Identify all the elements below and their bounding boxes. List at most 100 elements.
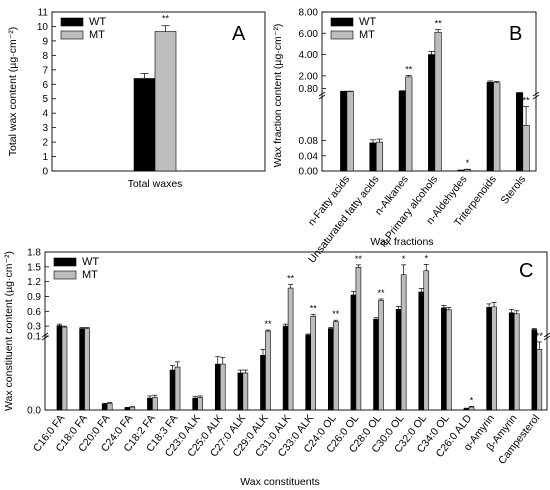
significance-marker: * <box>425 253 429 263</box>
y-tick-label: 0.6 <box>27 307 41 318</box>
y-tick-label: 0.0 <box>27 406 41 417</box>
panel-b-wax-fractions-chart: 0.00 0.04 0.08 0.80 2.00 4.00 6.00 8.00 Wax frac… <box>272 8 540 265</box>
x-axis-label: Wax fractions <box>370 236 433 248</box>
bar-wt <box>147 397 153 411</box>
bar-mt <box>491 306 497 411</box>
panel-a-total-wax-chart: 0 1 2 3 4 5 6 7 8 9 10 11 Total wax content (µg·cm⁻²… <box>7 8 266 190</box>
bar-mt <box>265 330 271 411</box>
y-tick-label: 10 <box>37 22 49 33</box>
y-tick-label: 0.08 <box>299 136 319 147</box>
axis-break-mark <box>532 94 540 100</box>
bar-mt <box>355 267 362 411</box>
axis-break-mark <box>41 332 49 338</box>
bar-mt <box>468 406 475 411</box>
bar-wt <box>282 325 289 411</box>
significance-marker: ** <box>332 309 340 319</box>
bar-mt <box>405 76 413 172</box>
bar-wt <box>340 91 348 172</box>
significance-marker: ** <box>536 331 544 341</box>
bar-wt <box>531 329 538 411</box>
bar-mt <box>434 31 442 172</box>
bar-mt <box>174 366 181 411</box>
bar-mt <box>463 169 471 172</box>
bar-mt <box>346 91 354 172</box>
bar-mt <box>242 372 249 411</box>
bar-mt <box>84 328 90 411</box>
bar-wt <box>486 81 494 172</box>
bar-mt <box>154 31 177 172</box>
axis-break-mark <box>318 94 326 100</box>
bar-wt <box>101 403 108 411</box>
bar-wt <box>56 325 63 411</box>
bar-mt <box>219 363 226 411</box>
bar-wt <box>328 328 334 411</box>
significance-marker: ** <box>355 254 363 264</box>
legend-label-wt: WT <box>359 16 376 28</box>
y-tick-label: 0.04 <box>299 151 319 162</box>
bar-wt <box>350 294 357 411</box>
x-axis-label: Wax constituents <box>240 476 320 488</box>
bar-wt <box>508 312 515 411</box>
significance-marker: ** <box>162 14 170 24</box>
bar-wt <box>79 328 85 411</box>
y-tick-label: 0.1 <box>27 332 41 343</box>
y-axis-label: Total wax content (µg·cm⁻²) <box>7 27 19 156</box>
y-tick-label: 0.80 <box>299 84 319 95</box>
y-tick-label: 1 <box>42 152 48 163</box>
bar-wt <box>133 78 156 172</box>
bar-mt <box>152 397 158 411</box>
bar-wt <box>398 90 406 172</box>
bar-mt <box>513 313 520 411</box>
bar-mt <box>446 309 452 411</box>
significance-marker: ** <box>523 95 531 105</box>
axis-break-mark <box>318 91 326 97</box>
panel-c-wax-constituents-chart: 0.0 0.10.3 0.6 0.9 1.2 1.5 1.8 Wax constituent … <box>3 248 550 488</box>
bar-wt <box>124 407 131 411</box>
significance-marker: ** <box>435 19 443 29</box>
axis-break-mark <box>532 91 540 97</box>
legend-label-wt: WT <box>82 256 99 268</box>
bar-mt <box>310 315 316 411</box>
y-tick-label: 9 <box>42 36 48 47</box>
bar-wt <box>260 354 266 411</box>
bar-wt <box>169 369 176 411</box>
legend-swatch-mt <box>53 270 77 280</box>
significance-marker: ** <box>405 65 413 75</box>
bar-wt <box>369 142 377 172</box>
significance-marker: ** <box>310 303 318 313</box>
legend-swatch-wt <box>330 17 354 27</box>
axis-break-mark <box>543 332 550 338</box>
bar-mt <box>333 321 339 411</box>
bar-wt <box>486 307 492 411</box>
bar-mt <box>378 300 384 411</box>
y-tick-label: 6.00 <box>299 29 319 40</box>
y-tick-label: 11 <box>38 8 49 19</box>
panel-label: A <box>232 23 246 45</box>
legend-label-mt: MT <box>359 29 375 41</box>
significance-marker: * <box>470 395 474 405</box>
y-axis-label: Wax constituent content (µg·cm⁻²) <box>3 251 15 411</box>
legend-label-mt: MT <box>82 269 98 281</box>
legend-swatch-mt <box>330 30 354 40</box>
bar-mt <box>197 397 203 411</box>
legend-swatch-wt <box>60 17 84 27</box>
y-tick-label: 3 <box>42 123 48 134</box>
bar-wt <box>463 408 470 411</box>
y-tick-label: 0.3 <box>27 322 41 333</box>
significance-marker: ** <box>287 274 295 284</box>
x-category-label: Total waxes <box>128 178 183 190</box>
y-tick-label: 4 <box>42 109 48 120</box>
bar-mt <box>129 406 136 411</box>
bar-mt <box>423 270 430 411</box>
y-tick-label: 8 <box>42 51 48 62</box>
panel-label: C <box>519 260 533 282</box>
y-tick-label: 2 <box>42 138 48 149</box>
legend-label-mt: MT <box>89 29 105 41</box>
panel-label: B <box>509 23 522 45</box>
bar-wt <box>237 372 244 411</box>
y-tick-label: 1.2 <box>27 277 41 288</box>
bar-mt <box>106 403 113 411</box>
y-tick-label: 0 <box>42 167 48 178</box>
y-axis-label: Wax fraction content (µg·cm⁻²) <box>272 24 284 168</box>
